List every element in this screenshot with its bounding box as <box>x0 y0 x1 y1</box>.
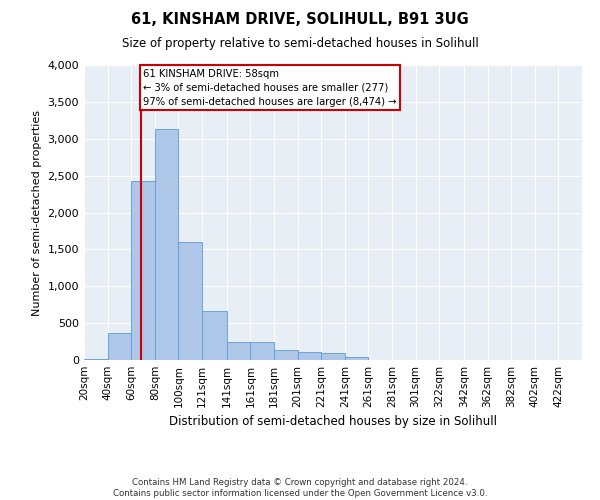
Text: Contains HM Land Registry data © Crown copyright and database right 2024.
Contai: Contains HM Land Registry data © Crown c… <box>113 478 487 498</box>
Bar <box>131 181 155 360</box>
Bar <box>178 242 202 360</box>
Bar <box>345 357 368 360</box>
Bar <box>155 129 178 360</box>
Bar <box>202 310 227 360</box>
Y-axis label: Number of semi-detached properties: Number of semi-detached properties <box>32 110 42 316</box>
Bar <box>298 352 321 360</box>
Bar <box>321 353 345 360</box>
X-axis label: Distribution of semi-detached houses by size in Solihull: Distribution of semi-detached houses by … <box>169 416 497 428</box>
Bar <box>274 350 298 360</box>
Text: 61 KINSHAM DRIVE: 58sqm
← 3% of semi-detached houses are smaller (277)
97% of se: 61 KINSHAM DRIVE: 58sqm ← 3% of semi-det… <box>143 68 397 106</box>
Bar <box>227 342 250 360</box>
Bar <box>107 332 131 360</box>
Bar <box>250 342 274 360</box>
Text: 61, KINSHAM DRIVE, SOLIHULL, B91 3UG: 61, KINSHAM DRIVE, SOLIHULL, B91 3UG <box>131 12 469 28</box>
Text: Size of property relative to semi-detached houses in Solihull: Size of property relative to semi-detach… <box>122 38 478 51</box>
